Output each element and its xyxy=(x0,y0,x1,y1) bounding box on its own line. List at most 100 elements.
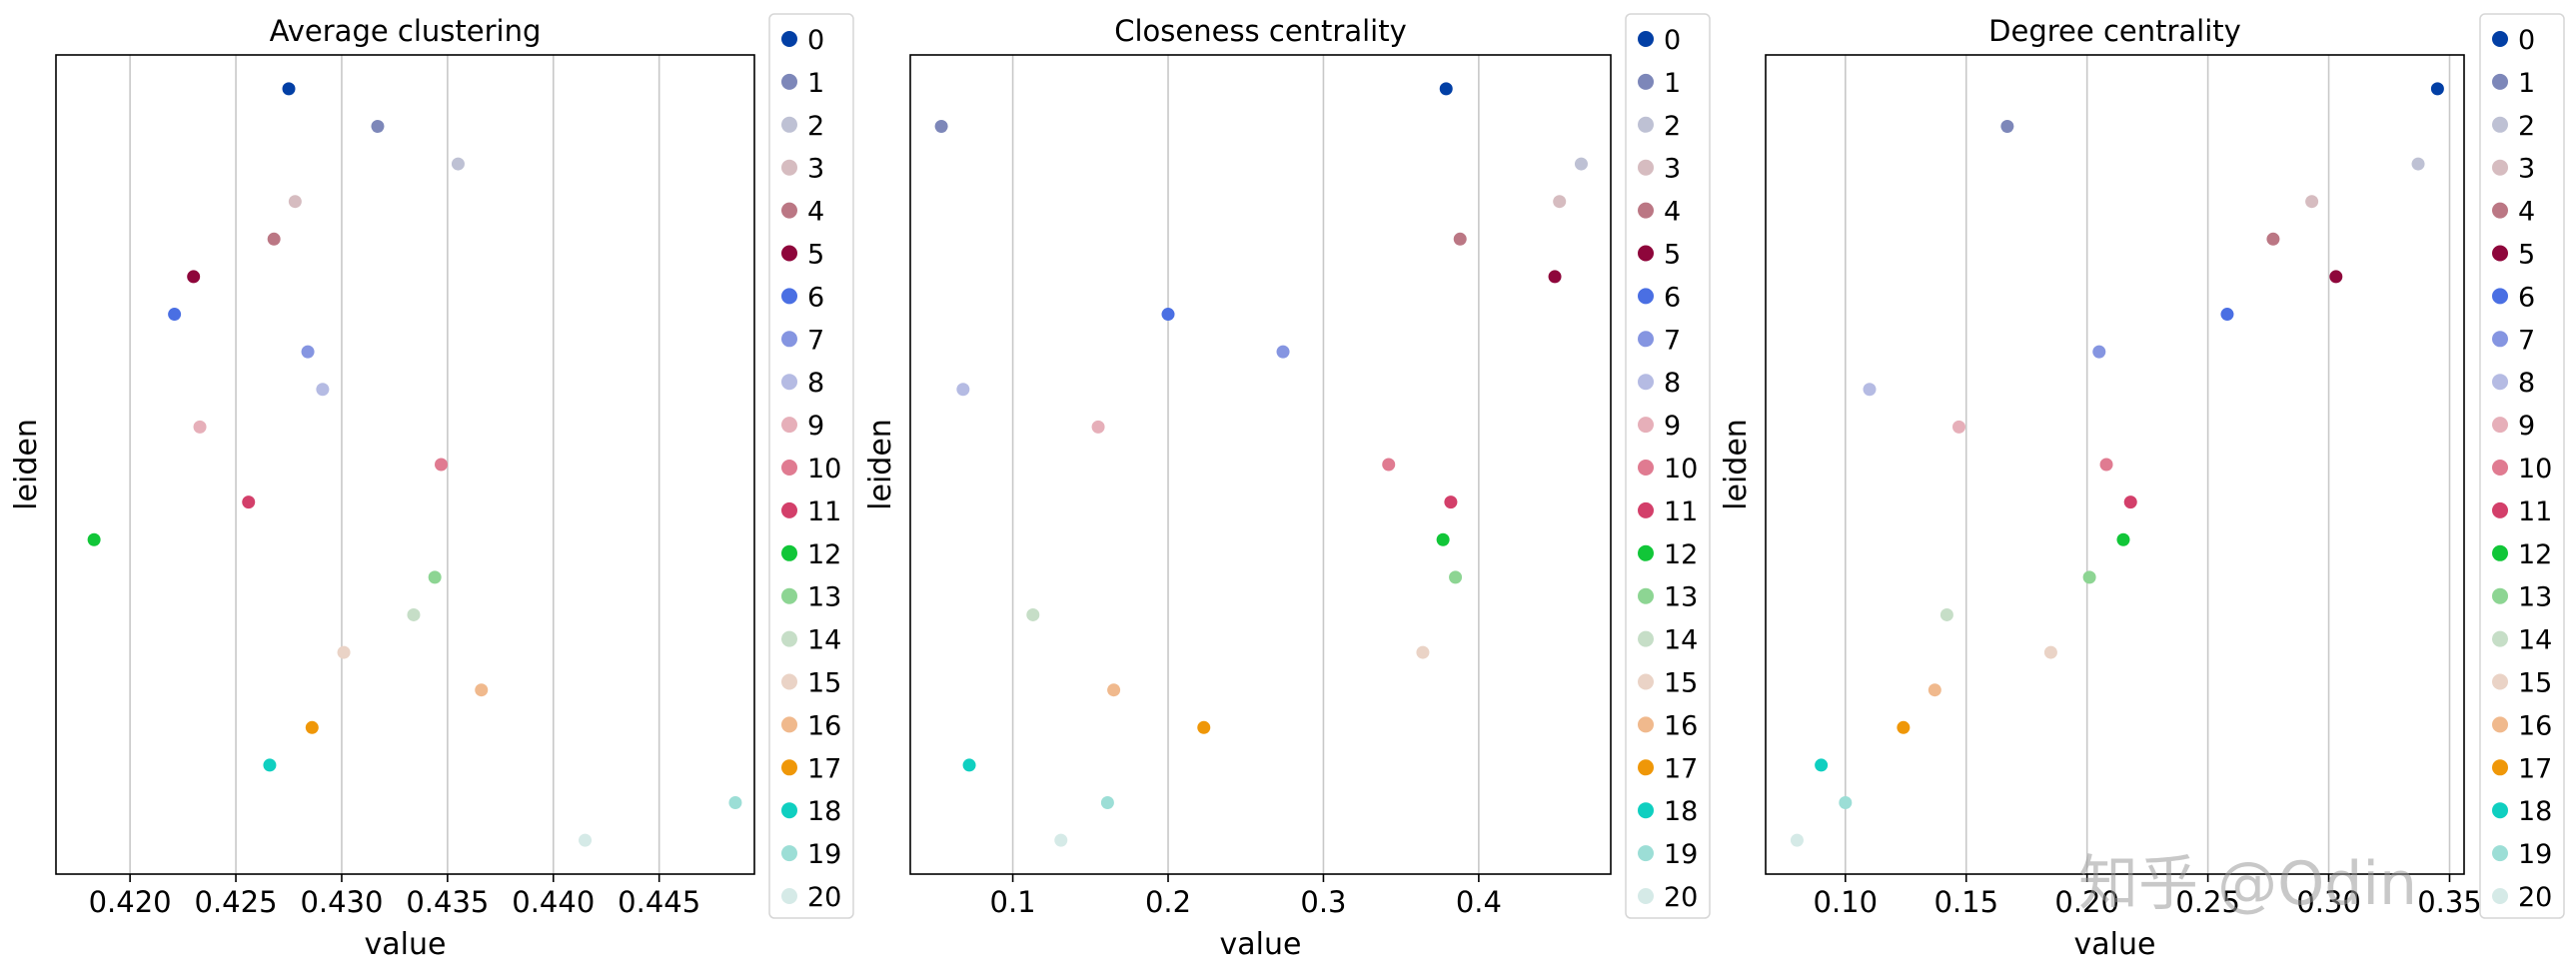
legend-label-13: 13 xyxy=(807,582,841,613)
legend-marker-20 xyxy=(2492,888,2508,904)
legend-marker-9 xyxy=(781,417,797,434)
legend-marker-2 xyxy=(1638,116,1654,133)
data-point-cluster-7 xyxy=(301,345,315,359)
data-point-cluster-1 xyxy=(934,119,948,133)
x-tick-label: 0.435 xyxy=(406,885,489,919)
legend-marker-7 xyxy=(1638,331,1654,348)
subplot-1: 0.420 0.425 0.430 0.435 0.440 0.445 Average cl… xyxy=(9,13,854,962)
legend-label-16: 16 xyxy=(807,710,841,741)
legend-marker-14 xyxy=(2492,630,2508,647)
legend-label-15: 15 xyxy=(807,668,841,699)
legend-label-4: 4 xyxy=(2518,197,2535,228)
data-point-cluster-12 xyxy=(2116,532,2130,546)
legend-label-16: 16 xyxy=(1664,710,1698,741)
legend-label-15: 15 xyxy=(1664,668,1698,699)
legend-marker-1 xyxy=(781,73,797,90)
legend-marker-16 xyxy=(2492,716,2508,733)
legend-label-0: 0 xyxy=(1664,25,1681,56)
legend-label-1: 1 xyxy=(807,68,824,99)
legend-label-11: 11 xyxy=(1664,496,1698,527)
legend-marker-6 xyxy=(2492,288,2508,305)
data-point-cluster-9 xyxy=(193,420,207,434)
x-tick-label: 0.4 xyxy=(1456,885,1502,919)
data-point-cluster-16 xyxy=(475,683,489,697)
legend-label-10: 10 xyxy=(2518,454,2552,485)
legend-marker-0 xyxy=(2492,31,2508,47)
legend-marker-20 xyxy=(1638,888,1654,904)
legend-marker-5 xyxy=(1638,245,1654,262)
legend-label-20: 20 xyxy=(2518,882,2552,913)
legend-label-19: 19 xyxy=(1664,839,1698,870)
legend-label-9: 9 xyxy=(1664,411,1681,442)
data-point-cluster-19 xyxy=(1839,796,1853,810)
axes-frame xyxy=(1765,54,2465,875)
legend-label-11: 11 xyxy=(2518,496,2552,527)
legend-label-8: 8 xyxy=(1664,368,1681,399)
data-point-cluster-14 xyxy=(407,607,421,621)
data-point-cluster-4 xyxy=(1453,232,1467,246)
data-point-cluster-9 xyxy=(1951,420,1965,434)
data-point-cluster-13 xyxy=(1449,570,1463,584)
chart-title: Closeness centrality xyxy=(1114,14,1407,48)
legend-marker-19 xyxy=(1638,845,1654,862)
data-point-cluster-3 xyxy=(1553,195,1567,209)
legend-marker-19 xyxy=(781,845,797,862)
legend-label-12: 12 xyxy=(807,539,841,570)
data-point-cluster-11 xyxy=(242,495,256,509)
data-point-cluster-15 xyxy=(2043,645,2057,659)
data-point-cluster-2 xyxy=(2411,157,2425,171)
legend-label-19: 19 xyxy=(2518,839,2552,870)
legend-marker-9 xyxy=(1638,417,1654,434)
data-point-cluster-11 xyxy=(1444,495,1458,509)
data-point-cluster-10 xyxy=(1382,458,1396,472)
x-axis-label: value xyxy=(365,927,447,962)
legend-marker-11 xyxy=(1638,501,1654,518)
legend-marker-5 xyxy=(781,245,797,262)
chart-title: Average clustering xyxy=(270,14,542,48)
data-point-cluster-17 xyxy=(1897,720,1911,734)
data-point-cluster-10 xyxy=(2099,458,2113,472)
legend-marker-2 xyxy=(2492,116,2508,133)
x-tick-label: 0.15 xyxy=(1933,885,1998,919)
legend-marker-10 xyxy=(2492,460,2508,476)
legend-marker-12 xyxy=(1638,544,1654,561)
data-point-cluster-14 xyxy=(1026,607,1040,621)
subplot-2: 0.1 0.2 0.3 0.4 Closeness centrality value lei… xyxy=(863,13,1711,962)
legend-label-6: 6 xyxy=(1664,282,1681,313)
legend-label-6: 6 xyxy=(807,282,824,313)
data-point-cluster-16 xyxy=(1928,683,1941,697)
legend-marker-5 xyxy=(2492,245,2508,262)
legend-marker-20 xyxy=(781,888,797,904)
legend-marker-8 xyxy=(2492,374,2508,391)
legend-marker-10 xyxy=(1638,460,1654,476)
legend-label-9: 9 xyxy=(807,411,824,442)
legend-label-1: 1 xyxy=(1664,68,1681,99)
data-point-cluster-0 xyxy=(282,82,296,96)
legend-label-17: 17 xyxy=(807,753,841,784)
data-point-cluster-7 xyxy=(1276,345,1290,359)
y-axis-label: leiden xyxy=(1719,419,1754,510)
data-point-cluster-1 xyxy=(371,119,385,133)
legend-marker-18 xyxy=(781,802,797,819)
data-point-cluster-6 xyxy=(1161,308,1175,322)
watermark: 知乎 @Odin xyxy=(2078,849,2417,919)
data-point-cluster-13 xyxy=(2082,570,2096,584)
legend-label-2: 2 xyxy=(2518,111,2535,142)
legend-box xyxy=(1625,13,1711,919)
data-point-cluster-18 xyxy=(263,758,277,772)
legend-marker-3 xyxy=(2492,159,2508,176)
data-point-cluster-1 xyxy=(2000,119,2014,133)
data-point-cluster-13 xyxy=(428,570,442,584)
legend-marker-9 xyxy=(2492,417,2508,434)
legend-marker-7 xyxy=(781,331,797,348)
legend-marker-14 xyxy=(781,630,797,647)
legend-marker-13 xyxy=(781,587,797,604)
legend-marker-17 xyxy=(2492,759,2508,776)
data-point-cluster-18 xyxy=(1815,758,1829,772)
legend-marker-15 xyxy=(781,673,797,690)
data-point-cluster-19 xyxy=(1100,796,1114,810)
x-tick-label: 0.425 xyxy=(195,885,278,919)
data-point-cluster-20 xyxy=(579,833,593,847)
legend-marker-13 xyxy=(1638,587,1654,604)
data-point-cluster-15 xyxy=(1416,645,1430,659)
